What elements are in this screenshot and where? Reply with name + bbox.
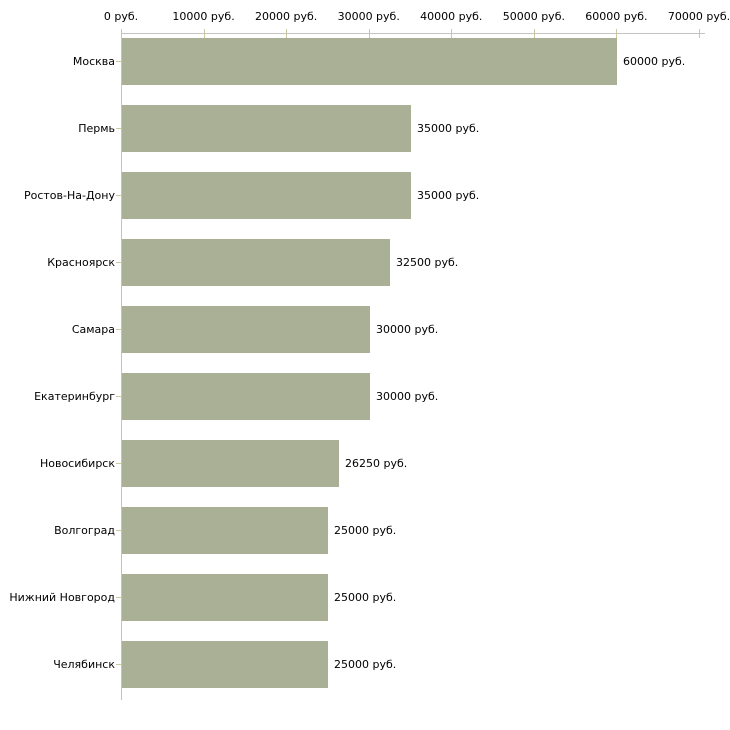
category-label: Красноярск xyxy=(47,256,115,269)
x-axis-tick xyxy=(533,29,535,38)
category-label: Москва xyxy=(72,55,115,68)
x-axis-tick xyxy=(203,29,205,38)
bar xyxy=(122,105,411,152)
category-label: Ростов-На-Дону xyxy=(23,189,115,202)
value-label: 25000 руб. xyxy=(334,591,397,604)
value-label: 35000 руб. xyxy=(417,189,480,202)
category-label: Самара xyxy=(71,323,115,336)
y-axis-tick xyxy=(116,329,121,330)
category-label: Новосибирск xyxy=(39,457,115,470)
x-axis-tick-label: 40000 руб. xyxy=(420,10,483,23)
x-axis-tick xyxy=(451,29,453,38)
y-axis-tick xyxy=(116,195,121,196)
y-axis-tick xyxy=(116,128,121,129)
x-axis-tick-label: 50000 руб. xyxy=(502,10,565,23)
category-label: Нижний Новгород xyxy=(9,591,115,604)
y-axis-tick xyxy=(116,262,121,263)
bar xyxy=(122,641,328,688)
y-axis-line xyxy=(121,33,122,700)
x-axis-tick xyxy=(286,29,288,38)
value-label: 35000 руб. xyxy=(417,122,480,135)
x-axis-tick xyxy=(616,29,618,38)
value-label: 30000 руб. xyxy=(376,390,439,403)
x-axis-tick-label: 60000 руб. xyxy=(585,10,648,23)
y-axis-tick xyxy=(116,530,121,531)
bar xyxy=(122,373,370,420)
y-axis-tick xyxy=(116,396,121,397)
y-axis-tick xyxy=(116,61,121,62)
bar xyxy=(122,38,617,85)
y-axis-tick xyxy=(116,597,121,598)
x-axis-tick-label: 0 руб. xyxy=(103,10,139,23)
category-label: Челябинск xyxy=(53,658,115,671)
x-axis-tick-label: 10000 руб. xyxy=(172,10,235,23)
y-axis-tick xyxy=(116,463,121,464)
category-label: Екатеринбург xyxy=(34,390,115,403)
value-label: 25000 руб. xyxy=(334,524,397,537)
category-label: Пермь xyxy=(78,122,115,135)
x-axis-tick-label: 70000 руб. xyxy=(667,10,730,23)
category-label: Волгоград xyxy=(54,524,115,537)
x-axis-tick-label: 20000 руб. xyxy=(255,10,318,23)
bar xyxy=(122,574,328,621)
x-axis-tick xyxy=(121,29,122,38)
value-label: 32500 руб. xyxy=(396,256,459,269)
bar xyxy=(122,440,339,487)
x-axis-line xyxy=(121,33,705,34)
y-axis-tick xyxy=(116,664,121,665)
bar xyxy=(122,239,390,286)
x-axis-tick xyxy=(368,29,370,38)
bar xyxy=(122,172,411,219)
value-label: 30000 руб. xyxy=(376,323,439,336)
value-label: 60000 руб. xyxy=(623,55,686,68)
bar xyxy=(122,507,328,554)
bar xyxy=(122,306,370,353)
value-label: 25000 руб. xyxy=(334,658,397,671)
x-axis-tick-label: 30000 руб. xyxy=(337,10,400,23)
x-axis-tick xyxy=(699,29,700,38)
value-label: 26250 руб. xyxy=(345,457,408,470)
